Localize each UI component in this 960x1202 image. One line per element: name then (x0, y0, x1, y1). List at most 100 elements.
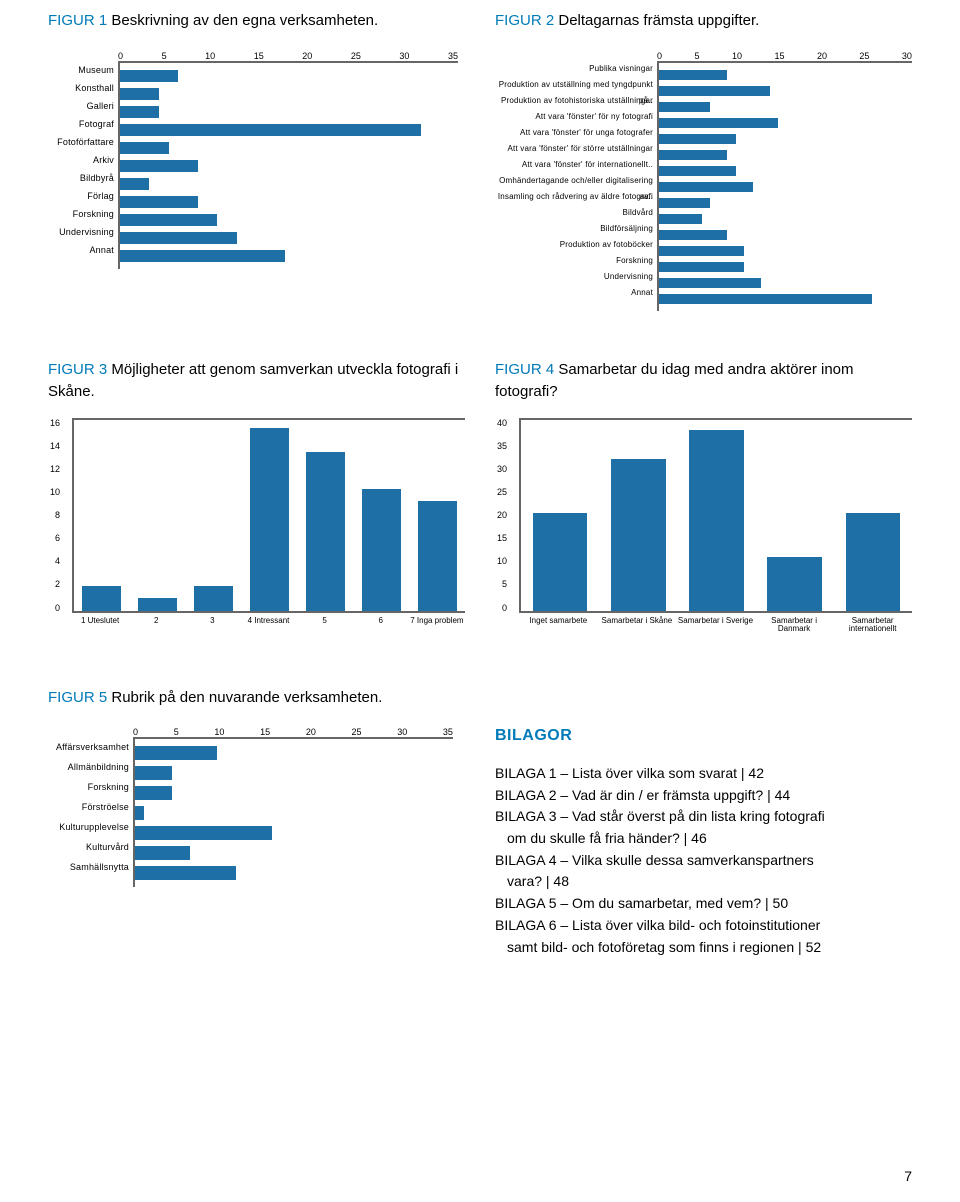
bilagor-line: BILAGA 5 – Om du samarbetar, med vem? | … (495, 893, 912, 915)
vbar-label: Samarbetar internationellt (833, 617, 912, 639)
hbar (659, 102, 710, 112)
x-tick: 0 (657, 51, 662, 61)
hbar-label: Omhändertagande och/eller digitalisering… (492, 173, 657, 189)
x-tick: 15 (254, 51, 264, 61)
x-tick: 0 (118, 51, 123, 61)
y-tick: 16 (50, 418, 60, 428)
vbar (611, 459, 666, 610)
x-tick: 30 (902, 51, 912, 61)
x-tick: 10 (732, 51, 742, 61)
y-tick: 30 (497, 464, 507, 474)
bilagor-line: BILAGA 1 – Lista över vilka som svarat |… (495, 763, 912, 785)
figure3-chart: 02468101214161 Uteslutet234 Intressant56… (48, 418, 465, 639)
hbar-label: Produktion av utställning med tyngdpunkt… (492, 77, 657, 93)
hbar (120, 88, 159, 100)
hbar-label: Fotograf (48, 115, 118, 133)
page-number: 7 (904, 1168, 912, 1184)
x-tick: 15 (774, 51, 784, 61)
y-axis: 0246810121416 (50, 418, 60, 613)
x-axis: 05101520253035 (118, 51, 458, 61)
y-tick: 12 (50, 464, 60, 474)
x-tick: 5 (162, 51, 167, 61)
hbar (120, 178, 149, 190)
x-tick: 25 (351, 51, 361, 61)
bilagor-line: BILAGA 3 – Vad står överst på din lista … (495, 806, 912, 828)
hbar (659, 294, 872, 304)
x-tick: 15 (260, 727, 270, 737)
y-tick: 8 (50, 510, 60, 520)
hbar-label: Att vara 'fönster' för ny fotografi (492, 109, 657, 125)
hbar-label: Förströelse (48, 797, 133, 817)
hbar-label: Kulturvård (48, 837, 133, 857)
vbar (194, 586, 233, 610)
hbar-label: Bildförsäljning (492, 221, 657, 237)
vbar-label: 5 (297, 617, 353, 639)
hbar-label: Publika visningar (492, 61, 657, 77)
figure1-prefix: FIGUR 1 (48, 12, 107, 29)
hbar (135, 786, 172, 800)
hbar-label: Bildvård (492, 205, 657, 221)
hbar (659, 198, 710, 208)
x-tick: 5 (174, 727, 179, 737)
hbar-label: Arkiv (48, 151, 118, 169)
hbar-label: Allmänbildning (48, 757, 133, 777)
hbar (659, 166, 736, 176)
hbar (659, 214, 702, 224)
hbar (659, 230, 727, 240)
y-tick: 0 (497, 603, 507, 613)
hbar-label: Annat (492, 285, 657, 301)
x-axis: 05101520253035 (133, 727, 453, 737)
y-tick: 10 (497, 556, 507, 566)
hbar-label: Konsthall (48, 79, 118, 97)
vbar-label: Samarbetar i Danmark (755, 617, 834, 639)
hbar (659, 70, 727, 80)
hbar-label: Samhällsnytta (48, 857, 133, 877)
x-tick: 25 (859, 51, 869, 61)
vbar (362, 489, 401, 611)
figure1-chart: 05101520253035MuseumKonsthallGalleriFoto… (48, 51, 462, 311)
hbar (659, 182, 753, 192)
y-tick: 10 (50, 487, 60, 497)
vbar-label: Inget samarbete (519, 617, 598, 639)
vbar-label: 3 (184, 617, 240, 639)
bilagor-line: vara? | 48 (495, 871, 912, 893)
hbar-label: Bildbyrå (48, 169, 118, 187)
x-tick: 30 (399, 51, 409, 61)
bilagor-line: BILAGA 4 – Vilka skulle dessa samverkans… (495, 850, 912, 872)
hbar-label: Forskning (48, 205, 118, 223)
vbar-label: 1 Uteslutet (72, 617, 128, 639)
figure1-caption: FIGUR 1 Beskrivning av den egna verksamh… (48, 10, 465, 33)
y-tick: 14 (50, 441, 60, 451)
figure3-caption: FIGUR 3 Möjligheter att genom samverkan … (48, 359, 465, 404)
y-tick: 35 (497, 441, 507, 451)
x-tick: 25 (352, 727, 362, 737)
vbar (846, 513, 901, 611)
vbar-label: Samarbetar i Sverige (676, 617, 755, 639)
hbar (135, 746, 217, 760)
hbar-label: Forskning (492, 253, 657, 269)
figure5-prefix: FIGUR 5 (48, 689, 107, 706)
figure2-chart: 051015202530Publika visningarProduktion … (492, 51, 912, 311)
x-tick: 35 (448, 51, 458, 61)
hbar-label: Insamling och rådvering av äldre fotogra… (492, 189, 657, 205)
hbar (135, 846, 190, 860)
hbar (135, 806, 144, 820)
vbar-label: 4 Intressant (240, 617, 296, 639)
hbar-label: Galleri (48, 97, 118, 115)
hbar-label: Fotoförfattare (48, 133, 118, 151)
figure5-chart: 05101520253035AffärsverksamhetAllmänbild… (48, 727, 465, 958)
hbar-label: Att vara 'fönster' för större utställnin… (492, 141, 657, 157)
vbar (82, 586, 121, 610)
vbar (250, 428, 289, 611)
y-tick: 20 (497, 510, 507, 520)
x-tick: 35 (443, 727, 453, 737)
hbar-label: Att vara 'fönster' för internationellt.. (492, 157, 657, 173)
figure3-prefix: FIGUR 3 (48, 361, 107, 378)
hbar-label: Undervisning (492, 269, 657, 285)
hbar-label: Annat (48, 241, 118, 259)
hbar (659, 150, 727, 160)
hbar (659, 118, 778, 128)
hbar (120, 214, 217, 226)
hbar (135, 766, 172, 780)
hbar (659, 262, 744, 272)
